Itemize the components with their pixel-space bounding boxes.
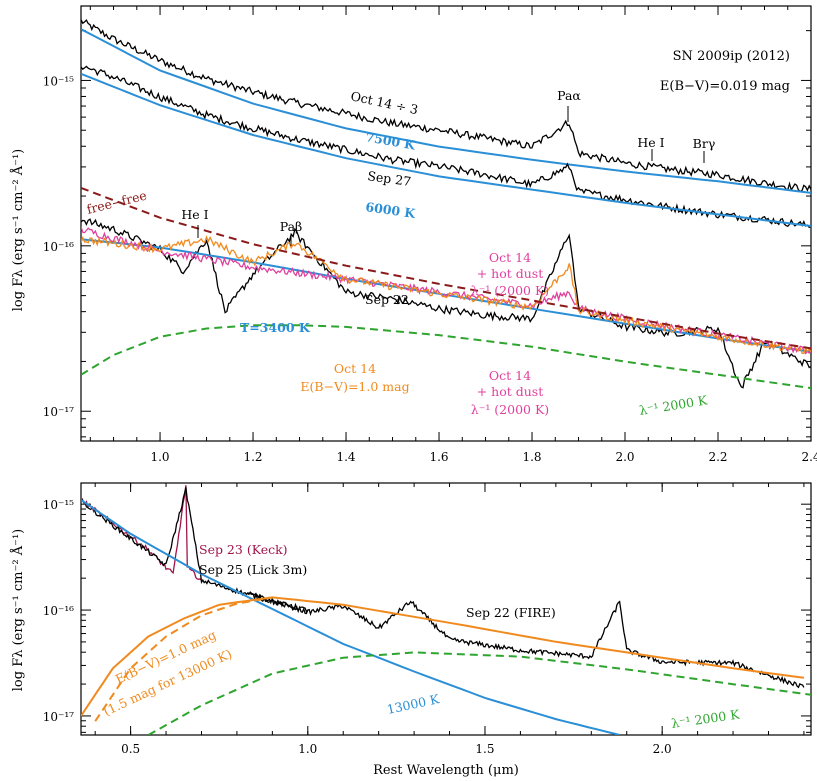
annotation-br-gamma: Brγ xyxy=(693,136,716,151)
y-tick-label: 10⁻¹⁵ xyxy=(43,74,74,88)
series-line xyxy=(81,226,811,355)
series-line xyxy=(247,591,805,689)
x-tick-label: 2.0 xyxy=(615,450,634,464)
series-line xyxy=(94,596,273,722)
annotation-plus-hotdust-b: + hot dust xyxy=(477,384,544,399)
annotation-lambda-a: λ⁻¹ (2000 K) xyxy=(471,283,549,298)
bottom-series-group xyxy=(81,485,811,735)
x-tick-label: 2.2 xyxy=(708,450,727,464)
annotation-lambda-b: λ⁻¹ (2000 K) xyxy=(471,402,549,417)
bottom-plot-frame xyxy=(80,482,812,736)
top-series-group xyxy=(81,19,811,390)
x-tick-label: 2.0 xyxy=(653,742,672,756)
annotation-he-i-right: He I xyxy=(637,135,664,150)
top-title: SN 2009ip (2012) xyxy=(673,49,790,64)
series-line xyxy=(81,186,811,350)
x-tick-label: 1.4 xyxy=(336,450,355,464)
annotation-sep22: Sep 22 xyxy=(365,292,409,307)
annotation-sep27: Sep 27 xyxy=(367,168,413,189)
annotation-6000k: 6000 K xyxy=(365,199,418,221)
bottom-y-axis-label: log Fλ (erg s⁻¹ cm⁻² Å⁻¹) xyxy=(10,529,26,692)
x-tick-label: 1.2 xyxy=(243,450,262,464)
annotation-he-i-left: He I xyxy=(181,207,208,222)
annotation-oct14-hotdust-b: Oct 14 xyxy=(489,368,531,383)
top-axis-ticks: 1.0 1.2 1.4 1.6 1.8 2.0 2.2 2.4 10⁻¹⁷ 10⁻¹⁶ 10⁻¹⁵ xyxy=(43,6,817,464)
annotation-oct14-hotdust-a: Oct 14 xyxy=(489,250,531,265)
y-tick-label: 10⁻¹⁷ xyxy=(43,405,74,419)
y-tick-label: 10⁻¹⁶ xyxy=(43,604,74,618)
x-tick-label: 1.6 xyxy=(429,450,448,464)
annotation-sep25-lick: Sep 25 (Lick 3m) xyxy=(199,562,307,577)
annotation-free-free: free−free xyxy=(85,188,148,217)
x-tick-label: 2.4 xyxy=(801,450,817,464)
annotation-sep22-fire: Sep 22 (FIRE) xyxy=(466,605,556,620)
annotation-pa-beta: Paβ xyxy=(280,219,303,234)
x-tick-label: 1.0 xyxy=(150,450,169,464)
x-tick-label: 1.5 xyxy=(475,742,494,756)
series-line xyxy=(81,499,620,735)
annotation-t3400k: T=3400 K xyxy=(240,320,311,335)
annotation-7500k: 7500 K xyxy=(364,129,417,153)
series-line xyxy=(81,72,811,227)
x-tick-label: 1.8 xyxy=(522,450,541,464)
annotation-sep23-keck: Sep 23 (Keck) xyxy=(199,542,288,557)
top-panel: 1.0 1.2 1.4 1.6 1.8 2.0 2.2 2.410⁻¹⁷10⁻¹⁶10⁻¹⁵ … xyxy=(10,5,817,464)
series-line xyxy=(81,28,811,194)
top-plot-frame xyxy=(80,5,812,442)
top-reddening: E(B−V)=0.019 mag xyxy=(660,79,790,94)
annotation-green-top: λ⁻¹ 2000 K xyxy=(638,392,709,418)
annotation-13000k: 13000 K xyxy=(386,691,442,717)
bottom-panel: 0.5 1.0 1.5 2.0 10⁻¹⁷ 10⁻¹⁶ 10⁻¹⁵ log Fλ (erg … xyxy=(10,482,812,778)
annotation-plus-hotdust-a: + hot dust xyxy=(477,266,544,281)
series-line xyxy=(81,596,805,717)
series-line xyxy=(81,324,811,390)
top-y-axis-label: log Fλ (erg s⁻¹ cm⁻² Å⁻¹) xyxy=(10,149,26,312)
annotation-oct14-div3: Oct 14 ÷ 3 xyxy=(349,88,419,117)
x-tick-label: 1.0 xyxy=(298,742,317,756)
annotation-green-bottom: λ⁻¹ 2000 K xyxy=(670,706,741,730)
annotation-ebv-1-0: E(B−V)=1.0 mag xyxy=(300,379,409,394)
series-line xyxy=(81,234,811,355)
x-tick-label: 0.5 xyxy=(121,742,140,756)
annotation-pa-alpha: Paα xyxy=(557,88,581,103)
series-line xyxy=(81,19,811,193)
y-tick-label: 10⁻¹⁶ xyxy=(43,240,74,254)
y-tick-label: 10⁻¹⁷ xyxy=(43,710,74,724)
series-line xyxy=(81,65,811,229)
bottom-x-axis-label: Rest Wavelength (μm) xyxy=(373,763,519,778)
bottom-axis-ticks: 0.5 1.0 1.5 2.0 10⁻¹⁷ 10⁻¹⁶ 10⁻¹⁵ xyxy=(43,483,811,756)
annotation-oct14-reddened: Oct 14 xyxy=(334,361,376,376)
y-tick-label: 10⁻¹⁵ xyxy=(43,498,74,512)
